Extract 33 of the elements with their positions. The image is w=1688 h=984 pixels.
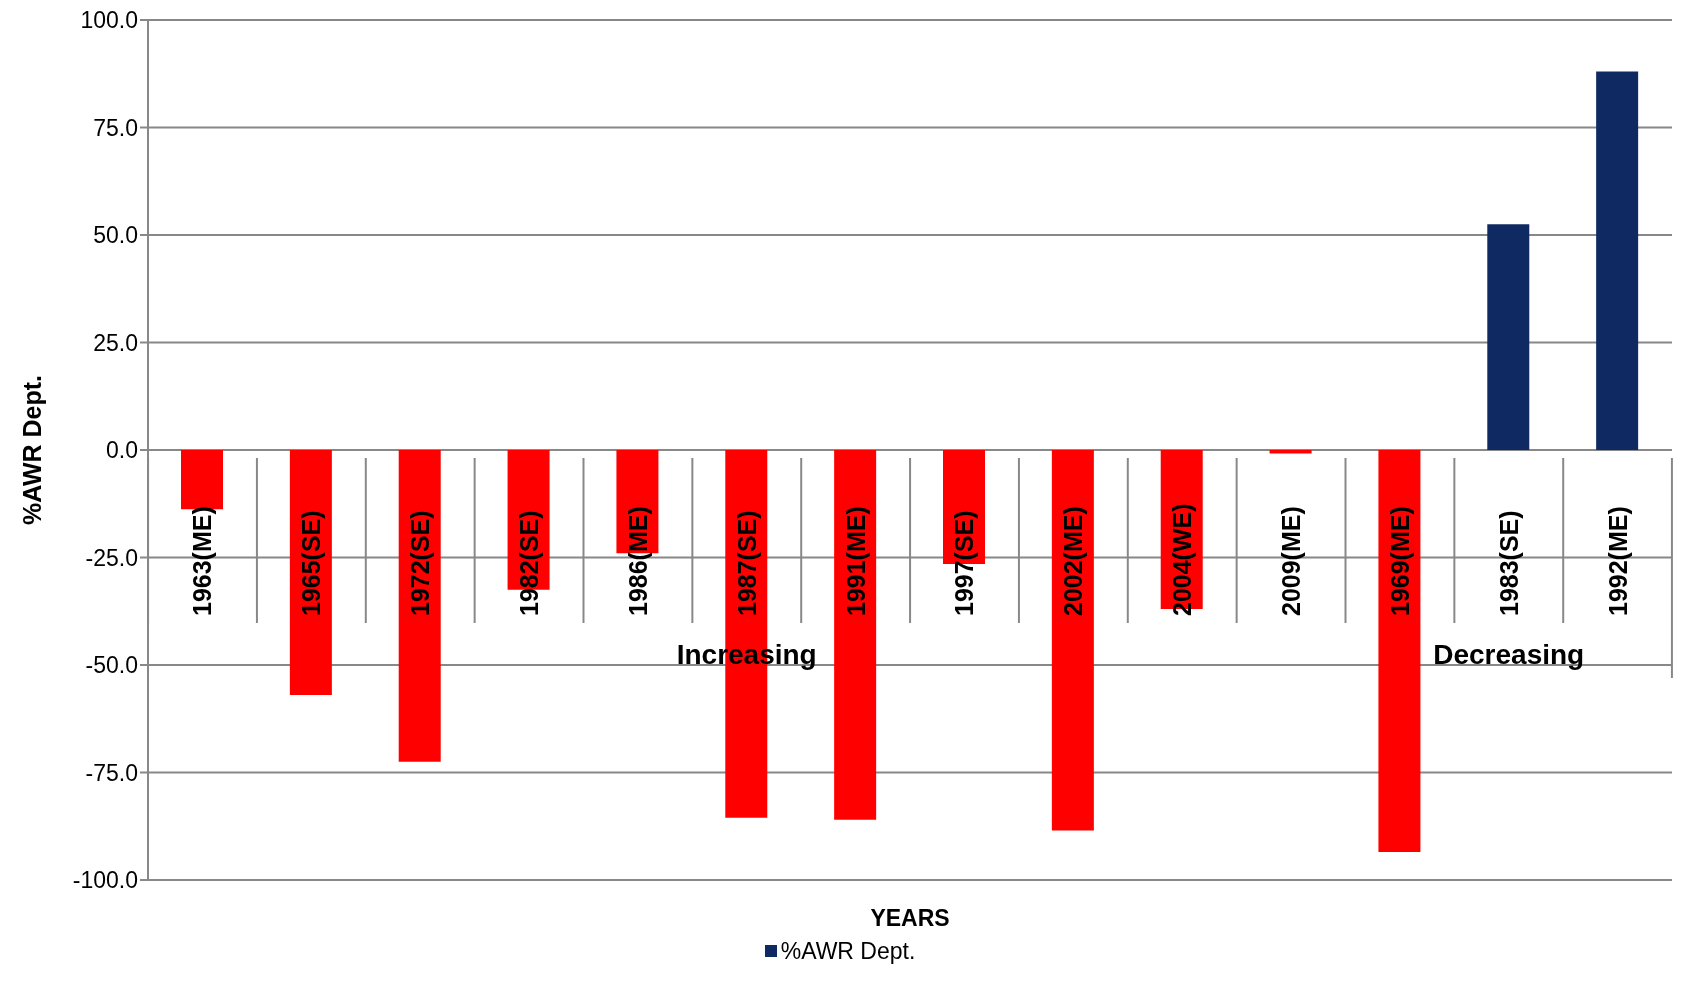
y-tick-label: 25.0 — [93, 329, 138, 356]
x-tick-label: 1972(SE) — [406, 510, 435, 616]
y-tick-label: -50.0 — [85, 652, 138, 679]
x-tick-label: 1963(ME) — [188, 506, 217, 616]
x-tick-label: 1982(SE) — [515, 510, 543, 616]
y-tick-label: -100.0 — [72, 867, 138, 894]
x-tick-label: 1991(ME) — [841, 506, 870, 616]
x-tick-label: 1965(SE) — [297, 510, 326, 616]
x-tick-label: 1986(ME) — [623, 506, 652, 616]
x-tick-label: 1987(SE) — [732, 510, 761, 616]
bar — [398, 450, 441, 762]
y-tick-label: 75.0 — [93, 114, 138, 141]
annotation: Decreasing — [1433, 639, 1585, 670]
x-axis-title: YEARS — [870, 905, 950, 931]
x-tick-label: 2009(ME) — [1277, 506, 1305, 616]
x-tick-label: 1983(SE) — [1494, 510, 1523, 616]
x-tick-label: 1997(SE) — [950, 510, 979, 616]
bar — [1051, 450, 1094, 831]
legend-label: %AWR Dept. — [780, 937, 916, 965]
y-tick-label: -75.0 — [85, 759, 138, 786]
y-tick-label: 0.0 — [106, 437, 138, 464]
y-tick-label: -25.0 — [85, 544, 138, 571]
x-tick-label: 1969(ME) — [1385, 506, 1414, 616]
y-tick-label: 50.0 — [93, 222, 138, 249]
y-tick-label: 100.0 — [80, 7, 138, 34]
bar — [834, 450, 877, 820]
bar — [1487, 224, 1530, 450]
bar — [1378, 450, 1421, 853]
y-axis-title: %AWR Dept. — [17, 375, 46, 525]
x-tick-label: 1992(ME) — [1603, 506, 1632, 616]
x-tick-label: 2004(WE) — [1168, 503, 1197, 616]
bar — [1596, 71, 1639, 450]
x-tick-label: 2002(ME) — [1059, 506, 1088, 616]
